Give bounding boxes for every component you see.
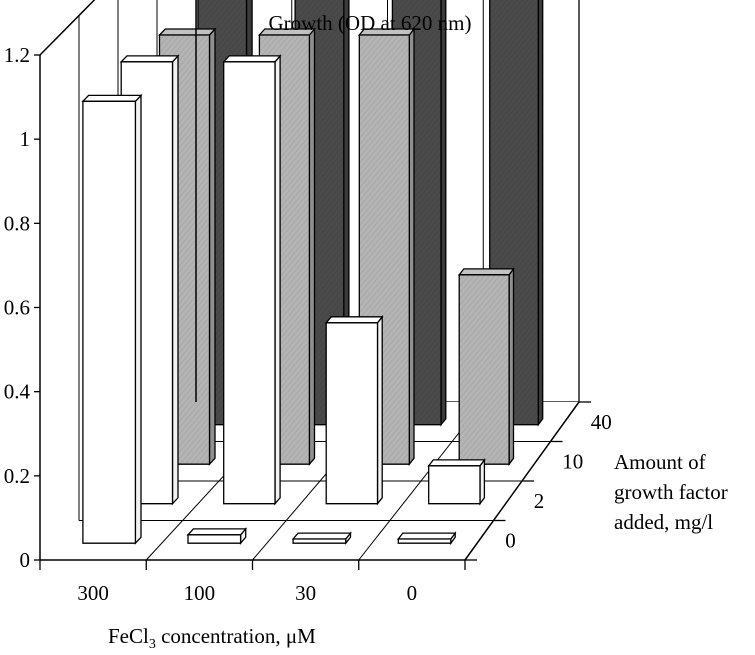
chart-axes — [34, 0, 591, 570]
bar — [222, 54, 282, 506]
bar — [324, 314, 384, 506]
depth-tick-label: 40 — [591, 410, 612, 434]
depth-axis-label-line-2: growth factor — [614, 480, 728, 504]
x-axis-label: FeCl3 concentration, μM — [108, 624, 316, 653]
bar — [291, 531, 352, 546]
y-tick-label: 0.2 — [4, 464, 30, 488]
depth-tick-label: 10 — [562, 449, 583, 473]
y-tick-label: 1.2 — [4, 43, 30, 67]
y-tick-label: 0.6 — [4, 296, 30, 320]
x-tick-label: 0 — [407, 581, 418, 605]
depth-tick-label: 0 — [505, 528, 516, 552]
bar — [427, 457, 486, 506]
x-tick-label: 100 — [184, 581, 216, 605]
depth-axis-label-line-1: Amount of — [614, 450, 706, 474]
depth-tick-label: 2 — [534, 489, 545, 513]
bar — [81, 93, 143, 545]
chart-title: Growth (OD at 620 nm) — [269, 11, 472, 35]
x-tick-labels: 300 100 30 0 — [77, 581, 417, 605]
y-tick-label: 0 — [20, 548, 31, 572]
chart-bars — [81, 0, 544, 546]
y-tick-label: 0.8 — [4, 211, 30, 235]
depth-axis-label-line-3: added, mg/l — [614, 510, 714, 534]
y-tick-labels: 0 0.2 0.4 0.6 0.8 1 1.2 — [4, 43, 31, 572]
depth-tick-labels: 02 10 40 — [505, 410, 612, 553]
bar — [457, 266, 515, 467]
y-tick-label: 1 — [20, 127, 31, 151]
bar — [396, 531, 457, 546]
x-tick-label: 300 — [77, 581, 109, 605]
x-tick-label: 30 — [295, 581, 316, 605]
y-tick-label: 0.4 — [4, 380, 31, 404]
bar — [186, 527, 248, 545]
side-wall-top-edge — [39, 0, 96, 56]
